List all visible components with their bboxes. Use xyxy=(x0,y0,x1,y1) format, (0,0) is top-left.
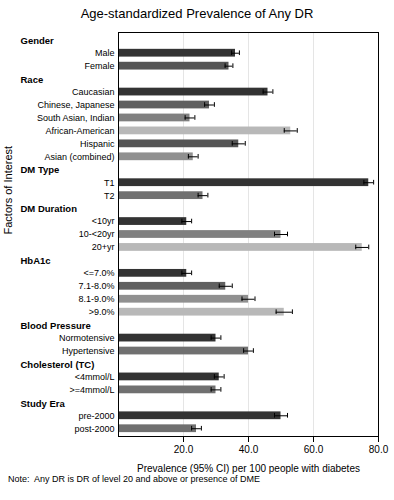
svg-text:T1: T1 xyxy=(104,178,115,188)
svg-text:Prevalence (95% CI) per 100 pe: Prevalence (95% CI) per 100 people with … xyxy=(137,463,360,474)
svg-text:20.0: 20.0 xyxy=(174,444,194,455)
svg-text:20+yr: 20+yr xyxy=(92,242,115,252)
svg-text:<4mmol/L: <4mmol/L xyxy=(75,372,115,382)
svg-text:Cholesterol (TC): Cholesterol (TC) xyxy=(21,359,95,370)
svg-text:8.1-9.0%: 8.1-9.0% xyxy=(78,294,114,304)
svg-text:Normotensive: Normotensive xyxy=(59,333,115,343)
svg-text:>=4mmol/L: >=4mmol/L xyxy=(69,385,114,395)
svg-text:T2: T2 xyxy=(104,191,115,201)
svg-text:Hypertensive: Hypertensive xyxy=(62,346,115,356)
svg-text:<=7.0%: <=7.0% xyxy=(83,268,114,278)
svg-text:Male: Male xyxy=(95,48,115,58)
svg-text:HbA1c: HbA1c xyxy=(21,255,51,266)
svg-text:<10yr: <10yr xyxy=(92,216,115,226)
svg-text:80.0: 80.0 xyxy=(369,444,389,455)
svg-text:>9.0%: >9.0% xyxy=(89,307,115,317)
svg-text:Chinese, Japanese: Chinese, Japanese xyxy=(37,100,114,110)
svg-text:Asian (combined): Asian (combined) xyxy=(44,152,114,162)
svg-text:7.1-8.0%: 7.1-8.0% xyxy=(78,281,114,291)
html-text:Age-standardized Prevalence of: Age-standardized Prevalence of Any DR xyxy=(80,6,314,21)
svg-text:Gender: Gender xyxy=(21,35,55,46)
html-text:Note: Any DR is DR of level 20: Note: Any DR is DR of level 20 and above… xyxy=(8,474,261,484)
svg-text:African-American: African-American xyxy=(45,126,114,136)
svg-text:Blood Pressure: Blood Pressure xyxy=(21,320,91,331)
svg-text:Race: Race xyxy=(21,74,44,85)
svg-text:Female: Female xyxy=(84,61,114,71)
svg-text:Factors of Interest: Factors of Interest xyxy=(2,146,14,235)
svg-text:40.0: 40.0 xyxy=(239,444,259,455)
svg-text:Study Era: Study Era xyxy=(21,398,66,409)
svg-text:post-2000: post-2000 xyxy=(74,424,114,434)
svg-text:pre-2000: pre-2000 xyxy=(78,411,114,421)
svg-text:60.0: 60.0 xyxy=(304,444,324,455)
svg-text:South Asian, Indian: South Asian, Indian xyxy=(37,113,115,123)
svg-text:DM Type: DM Type xyxy=(21,164,60,175)
svg-text:10-<20yr: 10-<20yr xyxy=(79,229,115,239)
svg-text:Hispanic: Hispanic xyxy=(80,139,115,149)
svg-text:Caucasian: Caucasian xyxy=(72,87,115,97)
svg-text:DM Duration: DM Duration xyxy=(21,203,78,214)
